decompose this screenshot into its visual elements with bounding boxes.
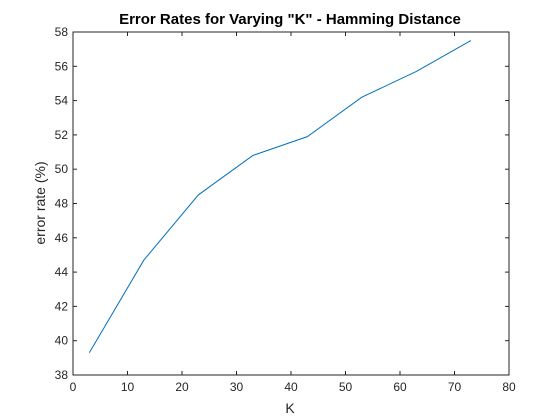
y-tick-label: 40: [55, 334, 69, 348]
x-tick-label: 40: [284, 380, 298, 394]
y-tick-label: 42: [55, 299, 69, 313]
x-tick-label: 20: [175, 380, 189, 394]
y-tick-label: 46: [55, 231, 69, 245]
y-axis-label: error rate (%): [32, 161, 48, 244]
y-tick-label: 38: [55, 368, 69, 382]
axes: 0 10 20 30 40 50 60 70 80 38 40 42 44 46 48 50 52 54 56 58: [55, 25, 516, 394]
chart-title: Error Rates for Varying "K" - Hamming Di…: [119, 11, 461, 28]
y-tick-label: 54: [55, 94, 69, 108]
x-tick-label: 0: [70, 380, 77, 394]
x-tick-label: 60: [393, 380, 407, 394]
x-tick-label: 10: [121, 380, 135, 394]
plot-area: [73, 32, 509, 375]
x-tick-label: 50: [339, 380, 353, 394]
x-tick-label: 70: [448, 380, 462, 394]
y-tick-label: 48: [55, 197, 69, 211]
x-axis-label: K: [285, 400, 295, 416]
series-line: [88, 40, 472, 353]
x-tick-label: 30: [230, 380, 244, 394]
y-tick-label: 52: [55, 128, 69, 142]
y-tick-label: 44: [55, 265, 69, 279]
series-layer: [88, 40, 472, 353]
x-tick-label: 80: [502, 380, 516, 394]
y-tick-label: 58: [55, 25, 69, 39]
y-tick-label: 50: [55, 162, 69, 176]
y-tick-label: 56: [55, 59, 69, 73]
